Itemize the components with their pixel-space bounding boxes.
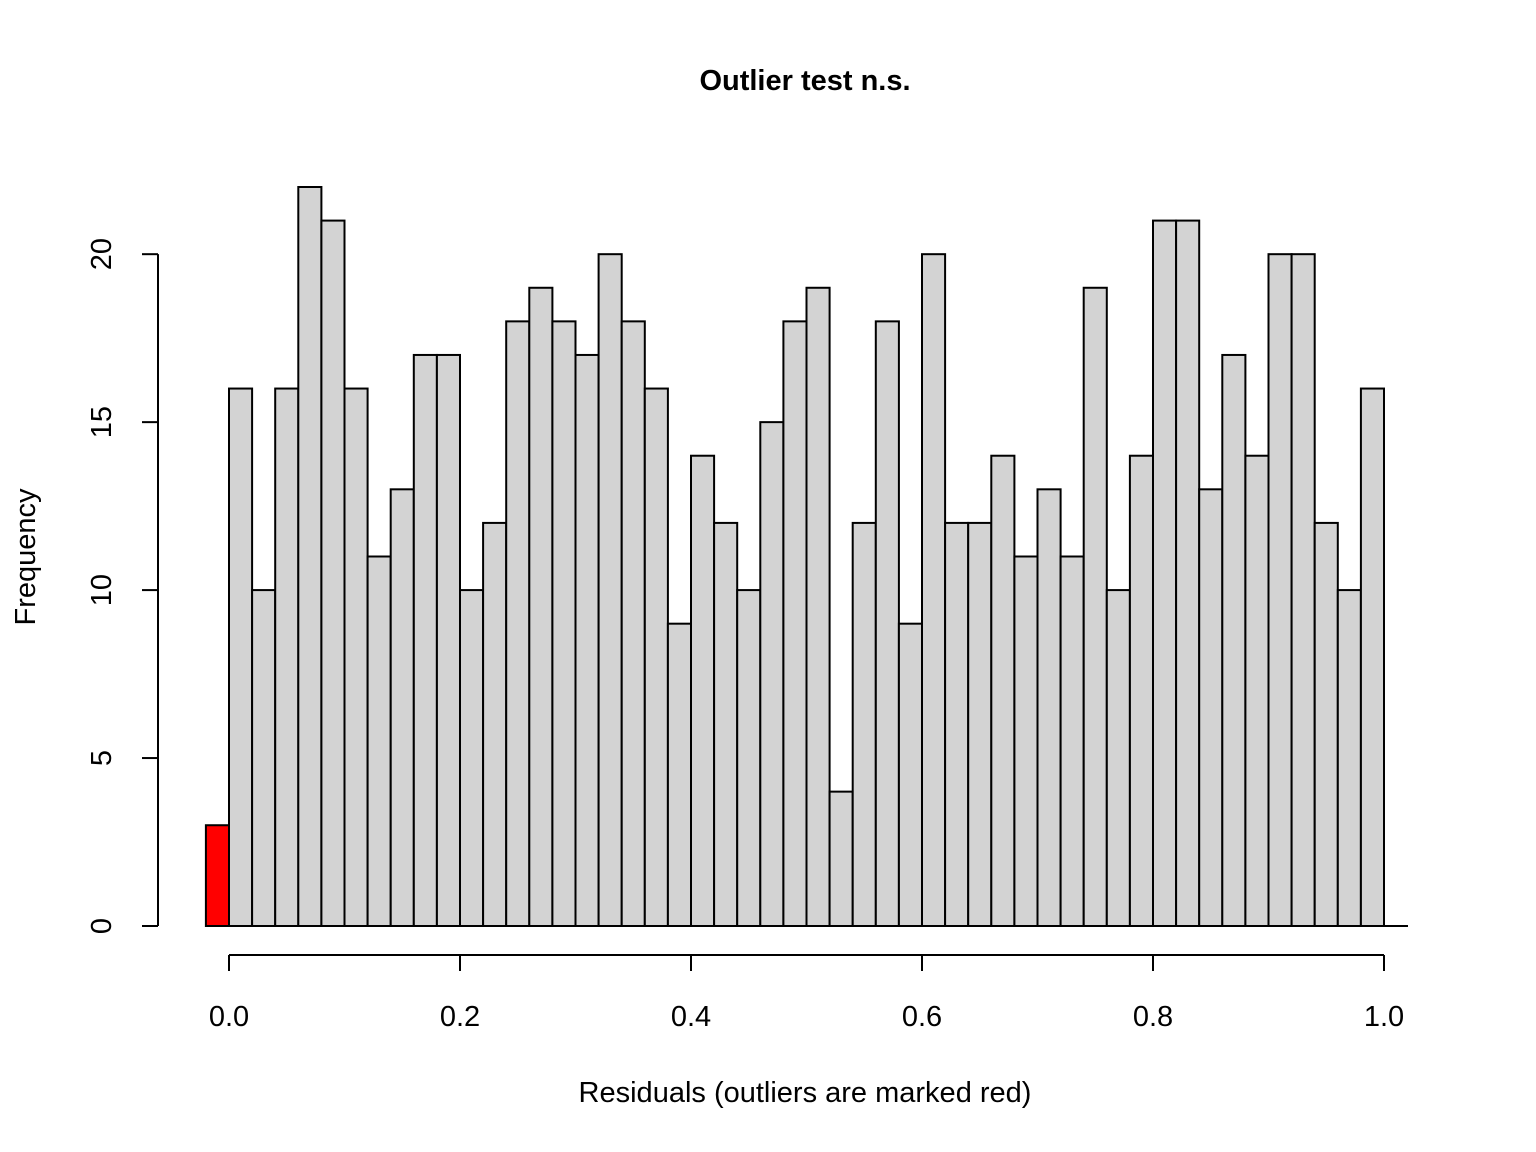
histogram-bar <box>990 454 1016 927</box>
x-tick-label: 0.4 <box>671 1001 711 1033</box>
histogram-bar <box>1290 253 1316 927</box>
x-tick-label: 0.2 <box>440 1001 480 1033</box>
histogram-bar <box>713 521 739 928</box>
histogram-bar <box>320 219 346 928</box>
histogram-bar <box>1221 353 1247 928</box>
y-axis-label: Frequency <box>10 488 42 626</box>
histogram-bar <box>782 320 808 927</box>
histogram-bar <box>366 555 392 927</box>
histogram-bar <box>1336 589 1362 927</box>
histogram-bar <box>921 253 947 927</box>
histogram-bar <box>574 353 600 928</box>
histogram-bar <box>389 488 415 927</box>
histogram-bar <box>1036 488 1062 927</box>
histogram-bar <box>1198 488 1224 927</box>
x-tick-label: 0.0 <box>209 1001 249 1033</box>
x-tick-label: 1.0 <box>1364 1001 1404 1033</box>
histogram-bar <box>274 387 300 927</box>
histogram-bar <box>297 186 323 927</box>
histogram-bar <box>482 521 508 928</box>
y-tick-label: 10 <box>86 574 118 606</box>
histogram-bar <box>412 353 438 928</box>
histogram-bar <box>1359 387 1386 927</box>
histogram-bar <box>551 320 577 927</box>
bars-group <box>204 186 1386 928</box>
histogram-bar <box>805 286 831 928</box>
histogram-bar <box>597 253 623 927</box>
outlier-bar <box>204 824 230 928</box>
histogram-bar <box>1267 253 1293 927</box>
histogram-bar <box>1128 454 1155 927</box>
histogram-bar <box>459 589 485 927</box>
histogram-bar <box>343 387 369 927</box>
x-tick-label: 0.6 <box>902 1001 942 1033</box>
histogram-bar <box>874 320 900 927</box>
histogram-bar <box>1175 219 1201 928</box>
histogram-bar <box>666 622 693 927</box>
histogram-bar <box>690 454 716 927</box>
y-tick-label: 15 <box>86 406 118 438</box>
histogram-bar <box>1082 286 1108 928</box>
histogram-bar <box>435 353 461 928</box>
histogram-bar <box>897 622 924 927</box>
y-tick-label: 20 <box>86 238 118 270</box>
histogram-bar <box>228 387 254 927</box>
y-tick-label: 0 <box>86 918 118 934</box>
x-axis: 0.0 0.2 0.4 0.6 0.8 1.0 <box>205 925 1408 1033</box>
histogram-bar <box>736 589 762 927</box>
histogram-bar <box>1013 555 1039 927</box>
histogram-bar <box>828 790 854 927</box>
histogram-bar <box>1313 521 1339 928</box>
histogram-bar <box>1105 589 1131 927</box>
histogram-bar <box>1152 219 1178 928</box>
histogram-bar <box>528 286 554 928</box>
histogram-bar <box>944 521 970 928</box>
histogram-bar <box>643 387 669 927</box>
y-axis: 0 5 10 15 20 <box>86 238 159 934</box>
histogram-bar <box>620 320 646 927</box>
x-tick-label: 0.8 <box>1133 1001 1173 1033</box>
chart-title: Outlier test n.s. <box>699 65 910 97</box>
y-tick-label: 5 <box>86 750 118 766</box>
histogram-bar <box>251 589 277 927</box>
histogram-bar <box>505 320 531 927</box>
histogram-bar <box>1244 454 1270 927</box>
histogram-bar <box>851 521 877 928</box>
histogram-bar <box>967 521 993 928</box>
x-axis-label: Residuals (outliers are marked red) <box>579 1077 1032 1109</box>
histogram-bar <box>759 421 785 927</box>
histogram-bar <box>1059 555 1085 927</box>
